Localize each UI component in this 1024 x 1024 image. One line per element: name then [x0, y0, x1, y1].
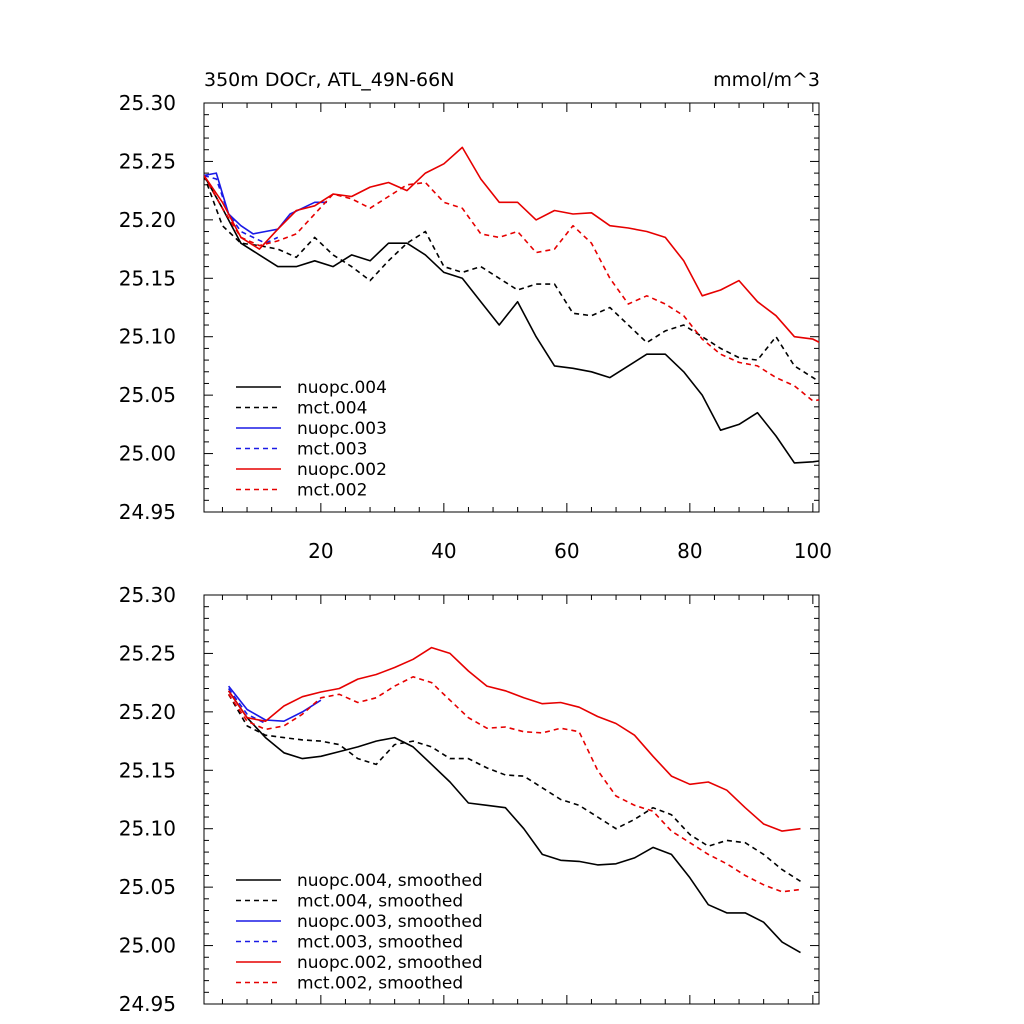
series-line-nuopc-003 — [204, 172, 327, 235]
y-tick-label: 25.25 — [119, 149, 176, 173]
series-line-nuopc-002 — [204, 146, 819, 344]
y-tick-label: 25.15 — [119, 758, 176, 782]
legend-label: nuopc.004, smoothed — [297, 871, 483, 891]
legend-label: mct.004 — [297, 399, 367, 419]
legend-label: mct.003 — [297, 440, 367, 460]
top-panel: 24.95 25.00 25.05 25.10 25.15 25.20 25.25 25.30… — [119, 91, 832, 563]
y-tick-label: 24.95 — [119, 500, 176, 524]
y-tick-label: 25.15 — [119, 266, 176, 290]
series-line-nuopc-004-smoothed — [227, 690, 801, 954]
plot-frame — [203, 594, 820, 1005]
plot-frame — [203, 102, 820, 513]
series-group — [204, 146, 819, 464]
series-line-mct-002-smoothed — [227, 675, 801, 893]
y-tick-label: 24.95 — [119, 992, 176, 1016]
x-tick-label: 60 — [554, 539, 579, 563]
series-line-mct-004-smoothed — [227, 693, 801, 882]
x-tick-label: 20 — [308, 539, 333, 563]
chart-units: mmol/m^3 — [713, 69, 820, 91]
legend-label: mct.004, smoothed — [297, 892, 463, 912]
y-tick-label: 25.20 — [119, 700, 176, 724]
y-tick-label: 25.30 — [119, 583, 176, 607]
legend-label: nuopc.002, smoothed — [297, 953, 483, 973]
y-tick-label: 25.30 — [119, 91, 176, 115]
y-tick-label: 25.10 — [119, 325, 176, 349]
legend-label: mct.002 — [297, 481, 367, 501]
series-line-nuopc-004 — [204, 175, 819, 464]
y-tick-label: 25.00 — [119, 934, 176, 958]
legend-label: nuopc.003, smoothed — [297, 912, 483, 932]
y-tick-label: 25.20 — [119, 208, 176, 232]
legend-label: mct.002, smoothed — [297, 974, 463, 994]
y-tick-label: 25.10 — [119, 817, 176, 841]
legend-label: nuopc.004 — [297, 378, 387, 398]
bottom-panel: 24.95 25.00 25.05 25.10 25.15 25.20 25.25 25.30… — [119, 583, 820, 1016]
x-tick-label: 80 — [677, 539, 702, 563]
y-tick-label: 25.05 — [119, 383, 176, 407]
series-line-mct-002 — [204, 175, 819, 402]
legend-label: nuopc.003 — [297, 419, 387, 439]
chart-title: 350m DOCr, ATL_49N-66N — [204, 69, 454, 91]
y-tick-label: 25.00 — [119, 442, 176, 466]
series-group — [227, 646, 801, 954]
x-tick-label: 100 — [794, 539, 832, 563]
y-tick-label: 25.05 — [119, 875, 176, 899]
x-tick-label: 40 — [431, 539, 456, 563]
series-line-mct-003 — [204, 174, 279, 244]
series-line-nuopc-002-smoothed — [227, 646, 801, 832]
legend-label: nuopc.002 — [297, 460, 387, 480]
series-line-nuopc-003-smoothed — [227, 685, 322, 723]
legend-label: mct.003, smoothed — [297, 933, 463, 953]
y-tick-label: 25.25 — [119, 641, 176, 665]
